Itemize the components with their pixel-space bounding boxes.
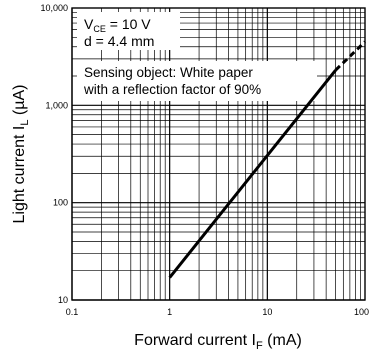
vce-value: = 10 V: [106, 16, 151, 32]
minor-gridlines: [72, 8, 365, 300]
x-tick-label: 10: [262, 307, 272, 317]
y-tick-label: 100: [53, 198, 68, 208]
y-tick-label: 10,000: [40, 3, 68, 13]
x-tick-label: 0.1: [66, 307, 79, 317]
series-group: [168, 40, 367, 279]
series-line-solid: [168, 69, 337, 279]
vce-subscript: CE: [93, 24, 106, 34]
x-tick-label: 1: [167, 307, 172, 317]
plot-background: [72, 8, 365, 300]
distance-condition: d = 4.4 mm: [84, 33, 154, 49]
conditions-box-background: [77, 12, 180, 50]
y-axis-label-unit: (µA): [11, 85, 28, 120]
x-tick-labels: 0.1 1 10 100: [66, 307, 369, 317]
annotation-line-2: with a reflection factor of 90%: [83, 82, 261, 97]
y-axis-label: Light current IL (µA): [11, 85, 31, 224]
y-axis-label-sub: L: [19, 120, 31, 126]
y-tick-label: 1,000: [45, 100, 68, 110]
vce-condition: VCE = 10 V: [84, 16, 151, 34]
x-axis-label-main: Forward current I: [134, 332, 256, 349]
x-axis-label-unit: (mA): [263, 332, 302, 349]
y-tick-label: 10: [58, 295, 68, 305]
y-tick-labels: 10 100 1,000 10,000: [40, 3, 68, 305]
y-axis-label-main: Light current I: [11, 126, 28, 224]
plot-frame: [71, 7, 366, 301]
vce-prefix: V: [84, 16, 94, 32]
x-axis-label-sub: F: [256, 340, 263, 352]
annotation-box-background: [77, 61, 317, 101]
x-axis-label: Forward current IF (mA): [134, 332, 302, 352]
x-tick-label: 100: [354, 307, 369, 317]
annotation-line-1: Sensing object: White paper: [84, 65, 253, 80]
series-line-dashed: [334, 40, 367, 72]
